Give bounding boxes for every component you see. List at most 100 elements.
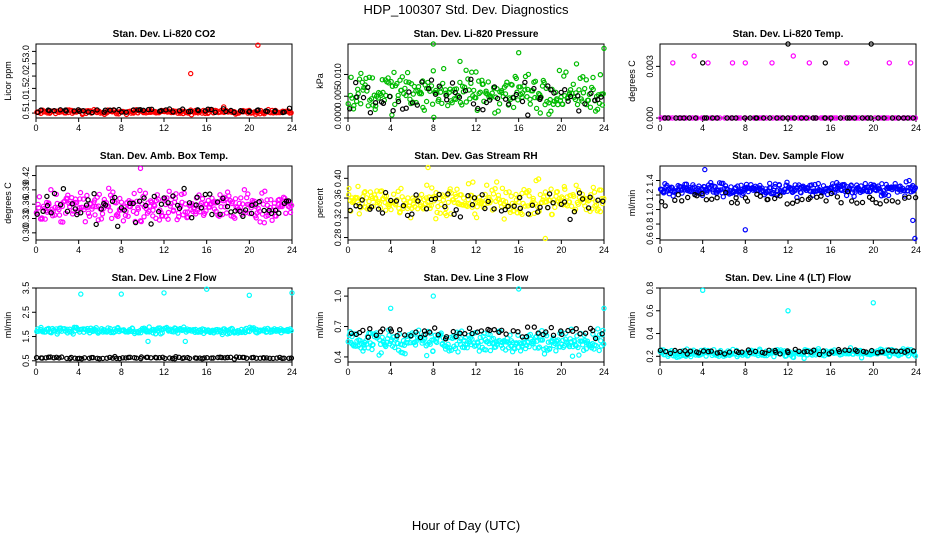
data-point <box>532 78 539 85</box>
data-point <box>790 53 797 59</box>
data-point <box>365 84 371 91</box>
data-point <box>703 196 710 203</box>
data-point <box>159 213 166 219</box>
data-point <box>566 343 573 350</box>
data-point <box>807 194 813 201</box>
data-point <box>164 195 170 201</box>
data-point <box>450 328 456 335</box>
data-point <box>269 217 275 223</box>
data-point <box>763 115 770 121</box>
data-point <box>393 198 400 204</box>
data-point <box>862 115 869 121</box>
series-ref <box>657 346 917 358</box>
y-tick-label: 0.010 <box>333 63 343 86</box>
data-point <box>436 96 442 103</box>
data-point <box>675 191 682 198</box>
data-point <box>138 218 144 225</box>
data-point <box>565 98 571 104</box>
data-point <box>161 290 167 296</box>
data-point <box>202 191 208 198</box>
data-point <box>142 190 149 196</box>
data-point <box>584 338 591 344</box>
data-point <box>434 209 440 216</box>
data-point <box>503 189 509 196</box>
x-tick-label: 12 <box>159 367 169 377</box>
data-point <box>658 198 665 205</box>
series-ref <box>348 324 605 342</box>
data-point <box>469 330 475 337</box>
data-point <box>187 108 194 115</box>
data-point <box>449 80 456 86</box>
data-point <box>513 91 520 98</box>
data-point <box>883 115 890 121</box>
data-point <box>531 324 538 330</box>
data-point <box>92 212 98 218</box>
data-point <box>118 109 125 115</box>
data-point <box>460 195 467 201</box>
x-tick-label: 8 <box>431 245 436 255</box>
data-point <box>394 333 400 339</box>
x-tick-label: 4 <box>76 245 81 255</box>
data-point <box>806 60 813 66</box>
data-point <box>78 356 85 362</box>
data-point <box>816 351 823 358</box>
data-point <box>879 181 885 187</box>
data-point <box>471 87 477 94</box>
data-point <box>51 190 58 197</box>
data-point <box>182 338 188 345</box>
data-point <box>687 348 694 354</box>
data-point <box>596 347 602 354</box>
data-point <box>203 208 209 214</box>
y-tick-label: 2.5 <box>21 306 31 319</box>
data-point <box>135 206 142 212</box>
data-point <box>858 183 864 189</box>
data-point <box>780 115 786 121</box>
data-point <box>288 202 295 209</box>
data-point <box>404 69 411 76</box>
data-point <box>508 193 514 199</box>
data-point <box>485 198 491 205</box>
data-point <box>480 106 486 113</box>
data-point <box>548 324 555 331</box>
panel-title: Stan. Dev. Line 3 Flow <box>424 273 529 284</box>
x-tick-label: 24 <box>599 367 609 377</box>
data-point <box>137 165 144 172</box>
data-point <box>109 195 116 201</box>
data-point <box>237 208 243 214</box>
data-point <box>893 348 900 354</box>
data-point <box>385 75 391 81</box>
data-point <box>505 203 511 210</box>
data-point <box>148 106 155 113</box>
data-point <box>102 107 109 113</box>
data-point <box>224 203 231 210</box>
plot-frame <box>347 287 605 363</box>
series-main <box>345 286 607 359</box>
data-point <box>879 349 885 355</box>
y-tick-label: 2.5 <box>21 57 31 70</box>
data-point <box>152 203 158 209</box>
data-point <box>555 101 561 108</box>
data-point <box>889 115 896 121</box>
data-point <box>515 332 521 338</box>
data-point <box>400 202 407 209</box>
x-tick-label: 0 <box>33 245 38 255</box>
data-point <box>601 341 607 347</box>
data-point <box>542 189 549 195</box>
data-point <box>800 115 807 121</box>
y-tick-label: 1.5 <box>21 82 31 95</box>
data-point <box>726 349 733 355</box>
data-point <box>374 188 380 194</box>
data-point <box>137 218 144 224</box>
data-point <box>912 235 918 242</box>
x-tick-label: 16 <box>826 123 836 133</box>
data-point <box>53 354 60 360</box>
data-point <box>551 197 557 203</box>
x-tick-label: 4 <box>388 245 393 255</box>
data-point <box>543 329 549 335</box>
data-point <box>372 106 378 113</box>
data-point <box>863 349 869 355</box>
data-point <box>379 76 385 83</box>
data-point <box>601 45 607 52</box>
data-point <box>561 183 568 190</box>
data-point <box>289 290 295 296</box>
